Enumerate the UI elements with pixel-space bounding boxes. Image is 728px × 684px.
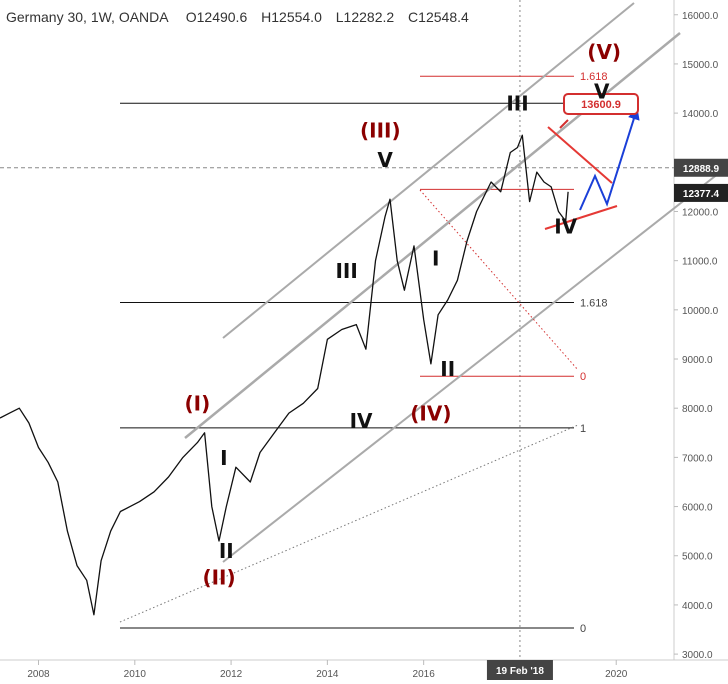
y-tick-label: 12000.0 [682, 207, 719, 218]
chart-header: Germany 30, 1W, OANDA O12490.6 H12554.0 … [6, 9, 469, 25]
y-tick-label: 10000.0 [682, 306, 719, 317]
y-axis: 16000.015000.014000.013000.012000.011000… [673, 0, 719, 661]
price-badge-label: 12377.4 [683, 189, 720, 200]
low-value: 12282.2 [344, 9, 395, 25]
y-tick-label: 4000.0 [682, 601, 713, 612]
fib-level-label: 0 [580, 623, 586, 635]
x-tick-label: 2010 [124, 669, 147, 680]
x-tick-label: 2020 [605, 669, 628, 680]
callout-box [563, 93, 639, 115]
close-label: C [408, 9, 418, 25]
channel-upper-outer [222, 2, 635, 339]
high-value: 12554.0 [271, 9, 322, 25]
high-label: H [261, 9, 271, 25]
price-badge [674, 158, 728, 177]
projection-path [579, 107, 640, 211]
open-label: O [186, 9, 197, 25]
callout-label: 13600.9 [581, 99, 621, 111]
y-tick-label: 11000.0 [682, 257, 718, 268]
low-label: L [336, 9, 344, 25]
fib-level-label: 1.618 [580, 297, 608, 309]
price-badges: 12888.9 12377.4 [674, 158, 728, 202]
fib-level-label: 1 [580, 423, 586, 435]
wave-label: (V) [587, 40, 621, 64]
y-tick-label: 16000.0 [682, 11, 719, 22]
wave-label: (IV) [410, 401, 451, 425]
y-tick-label: 8000.0 [682, 404, 713, 415]
wave-label: V [377, 148, 393, 172]
x-tick-label: 2016 [413, 669, 436, 680]
y-tick-label: 6000.0 [682, 503, 713, 514]
fib-levels: 1.618 1.618 0 1 0 [120, 71, 608, 635]
price-series-line [0, 134, 569, 616]
close-value: 12548.4 [418, 9, 469, 25]
fib-level-label: 0 [580, 371, 586, 383]
wave-label: I [432, 247, 439, 271]
plot-area [0, 0, 674, 660]
y-tick-label: 15000.0 [682, 60, 719, 71]
x-axis: 2008 2010 2012 2014 2016 2020 [0, 659, 728, 680]
wave-label: II [219, 539, 234, 563]
x-tick-label: 2014 [316, 669, 339, 680]
y-tick-label: 9000.0 [682, 355, 713, 366]
wave-label: III [335, 259, 357, 283]
date-badge: 19 Feb '18 [486, 660, 553, 680]
long-trendline [119, 424, 579, 623]
svg-text:Germany 30, 1W, OANDA O1: Germany 30, 1W, OANDA O12490.6 H12554.0 … [6, 9, 469, 25]
triangle-pattern [544, 126, 618, 230]
wave-label: III [506, 92, 528, 116]
wave-label: IV [350, 409, 373, 433]
price-badge-label: 12888.9 [683, 164, 720, 175]
open-value: 12490.6 [197, 9, 248, 25]
symbol-title: Germany 30, 1W, OANDA [6, 9, 169, 25]
x-tick-label: 2012 [220, 669, 243, 680]
y-tick-label: 14000.0 [682, 109, 719, 120]
wave-label: V [594, 79, 610, 103]
channel-lower [222, 165, 728, 563]
price-callout: 13600.9 [559, 93, 639, 129]
x-tick-label: 2008 [27, 669, 50, 680]
wave-label: IV [554, 215, 577, 239]
price-badge [674, 183, 728, 202]
wave-label: (I) [185, 392, 211, 416]
wave-label: II [440, 357, 455, 381]
y-tick-label: 7000.0 [682, 453, 713, 464]
y-tick-label: 3000.0 [682, 650, 713, 661]
wave-label: I [220, 446, 227, 470]
y-tick-label: 5000.0 [682, 552, 713, 563]
wave-label: (II) [202, 565, 235, 589]
fib-level-label: 1.618 [580, 71, 608, 83]
date-badge-label: 19 Feb '18 [496, 666, 544, 677]
wave-label: (III) [360, 119, 401, 143]
